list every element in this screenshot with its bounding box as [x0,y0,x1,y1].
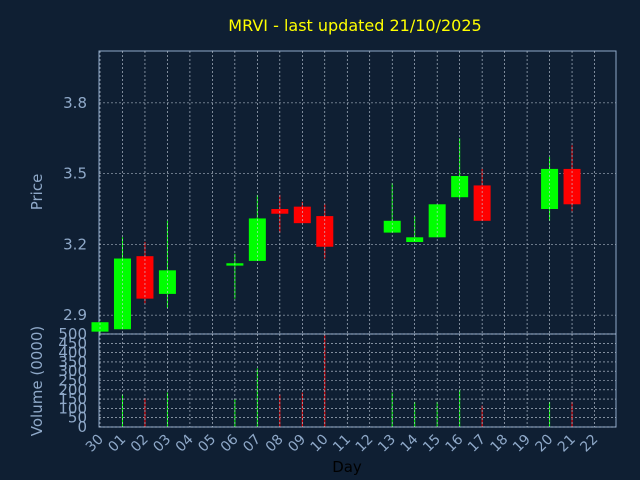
volume-bars [121,334,573,427]
chart-title: MRVI - last updated 21/10/2025 [228,16,481,35]
price-tick-label: 3.2 [63,235,87,253]
x-tick-label: 17 [465,432,489,456]
candle-body [136,256,154,299]
x-tick-labels: 3001020304050607080910111213141516171819… [83,431,601,455]
x-gridlines [99,51,595,427]
price-axis-label: Price [28,174,46,211]
volume-tick-label: 0 [77,418,87,436]
x-tick-label: 05 [195,432,219,456]
x-tick-label: 01 [105,432,129,456]
volume-gridlines [99,333,616,428]
candle-body [451,175,469,198]
x-tick-label: 07 [240,432,264,456]
candle-body [158,270,176,294]
x-tick-label: 20 [532,432,556,456]
x-tick-label: 15 [420,432,444,456]
price-tick-label: 3.8 [63,94,87,112]
volume-tick-label: 450 [58,334,87,352]
x-tick-label: 22 [577,432,601,456]
volume-tick-label: 400 [58,344,87,362]
volume-tick-label: 100 [58,399,87,417]
volume-tick-label: 500 [58,325,87,343]
x-tick-label: 12 [353,432,377,456]
x-tick-label: 09 [285,432,309,456]
price-tick-label: 2.9 [63,306,87,324]
candle-body [113,258,131,330]
price-gridlines [99,102,616,316]
volume-tick-label: 300 [58,362,87,380]
x-tick-label: 02 [128,432,152,456]
x-tick-label: 03 [150,432,174,456]
volume-axis-label: Volume (0000) [28,326,46,436]
x-tick-label: 14 [398,431,422,455]
x-tick-label: 18 [488,432,512,456]
x-tick-label: 06 [218,431,242,455]
price-tick-label: 3.5 [63,165,87,183]
x-tick-label: 21 [555,432,579,456]
candle-body [563,168,581,205]
x-tick-label: 13 [375,432,399,456]
volume-tick-label: 350 [58,353,87,371]
x-tick-label: 08 [263,432,287,456]
x-tick-label: 16 [443,431,467,455]
volume-tick-label: 200 [58,381,87,399]
volume-tick-label: 150 [58,390,87,408]
candle-body [91,322,109,332]
x-tick-label: 19 [510,432,534,456]
x-axis-label: Day [332,458,362,476]
x-tick-label: 04 [173,431,197,455]
x-tick-label: 10 [308,432,332,456]
price-plot-frame [98,50,617,335]
candle-body [383,220,401,233]
candle-body [293,206,311,224]
x-tick-label: 11 [330,432,354,456]
volume-tick-label: 250 [58,372,87,390]
price-panel: 2.9 3.2 3.5 3.8 Price [28,50,617,335]
price-y-tick-labels: 2.9 3.2 3.5 3.8 [63,94,87,324]
candles [91,138,581,334]
volume-tick-label: 50 [68,409,87,427]
